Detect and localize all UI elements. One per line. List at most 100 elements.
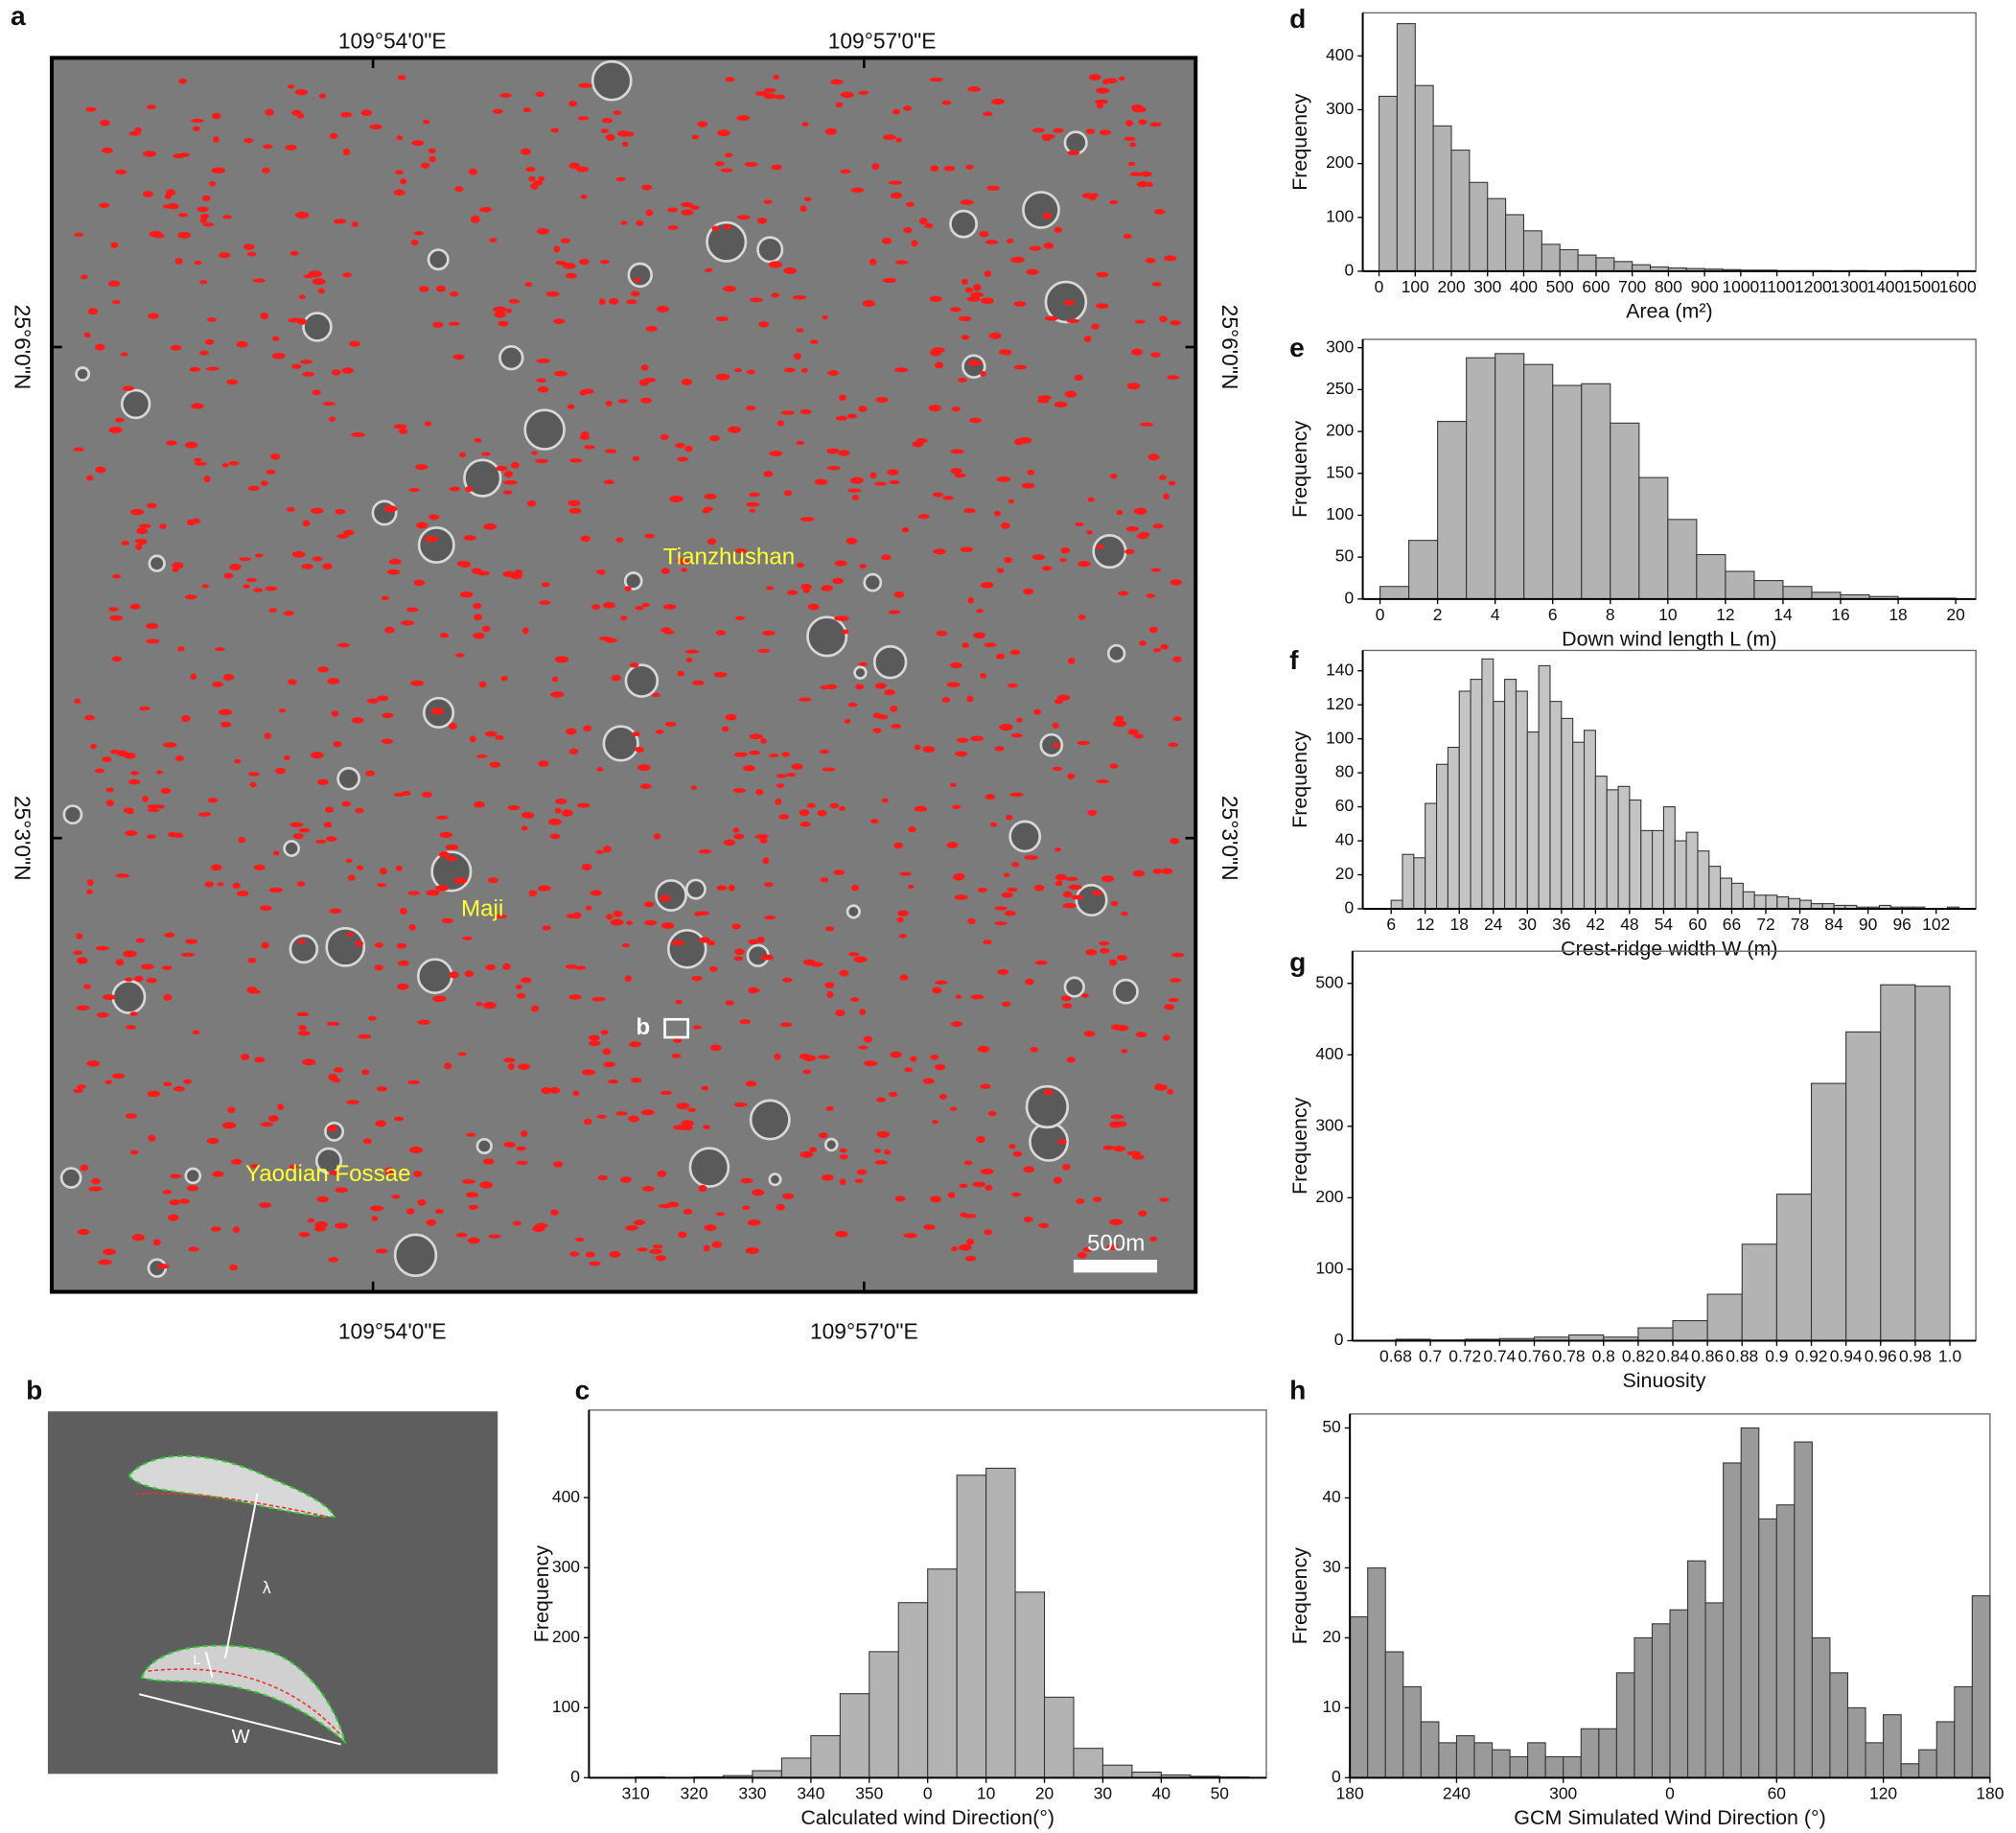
ridge-marker (1116, 509, 1124, 516)
ridge-marker (899, 974, 909, 981)
ridge-marker (1041, 133, 1055, 140)
ridge-marker (929, 78, 943, 82)
ridge-marker (383, 505, 398, 513)
ridge-marker (275, 767, 287, 775)
bar (1632, 264, 1652, 272)
ridge-marker (512, 1220, 522, 1226)
ridge-marker (474, 614, 483, 621)
ridge-marker (550, 128, 560, 133)
ridge-marker (547, 818, 562, 825)
ridge-marker (521, 1130, 528, 1137)
ridge-marker (1172, 656, 1182, 662)
ridge-marker (1132, 870, 1146, 877)
ridge-marker (850, 997, 860, 1003)
ridge-marker (1158, 475, 1167, 480)
ridge-marker (980, 1083, 991, 1089)
x-tick-label: 0.96 (1865, 1347, 1897, 1366)
ridge-marker (768, 261, 782, 268)
x-tick-label: 6 (1548, 605, 1558, 624)
ridge-marker (775, 798, 782, 805)
ridge-marker (728, 426, 742, 433)
ridge-marker (1076, 1198, 1085, 1204)
ridge-marker (441, 917, 453, 923)
ridge-marker (580, 194, 588, 199)
ridge-marker (172, 562, 184, 569)
ridge-marker (846, 413, 858, 419)
ridge-marker (213, 136, 220, 143)
ridge-marker (218, 708, 233, 716)
y-tick-label: 200 (1315, 1187, 1343, 1206)
ridge-marker (438, 851, 451, 858)
y-tick-label: 200 (1326, 421, 1354, 440)
ridge-marker (1026, 268, 1039, 275)
ridge-marker (748, 986, 758, 994)
ridge-marker (566, 913, 580, 918)
ridge-marker (505, 308, 513, 313)
ridge-marker (640, 1109, 655, 1116)
ridge-marker (247, 958, 257, 963)
y-tick-label: 140 (1326, 660, 1354, 679)
bar (1487, 197, 1507, 272)
ridge-marker (114, 417, 125, 423)
ridge-marker (1074, 374, 1084, 382)
x-tick-label: 72 (1756, 915, 1774, 934)
ridge-marker (1038, 1222, 1050, 1229)
ridge-marker (1078, 614, 1086, 620)
ridge-marker (398, 429, 408, 434)
ridge-marker (724, 152, 733, 158)
bar (1402, 853, 1415, 910)
ridge-marker (1054, 880, 1063, 887)
ridge-marker (611, 674, 621, 682)
ridge-marker (814, 478, 828, 485)
ridge-marker (331, 369, 341, 376)
ridge-marker (1118, 76, 1125, 81)
ridge-marker (412, 1171, 423, 1177)
ridge-marker (143, 151, 157, 157)
ridge-marker (589, 1040, 601, 1047)
ridge-marker (1136, 180, 1149, 188)
x-tick-label: 0.7 (1419, 1347, 1442, 1366)
ridge-marker (170, 344, 182, 351)
ridge-marker (310, 507, 324, 514)
ridge-marker (336, 534, 349, 539)
ridge-marker (462, 936, 473, 940)
ridge-marker (988, 332, 1002, 339)
ridge-marker (131, 1234, 145, 1241)
ridge-marker (960, 199, 974, 205)
ridge-marker (163, 742, 177, 748)
ridge-marker (600, 128, 610, 133)
bar (1634, 1636, 1654, 1778)
ridge-marker (581, 863, 592, 870)
ridge-marker (822, 767, 836, 772)
ridge-marker (146, 834, 156, 839)
ridge-marker (167, 203, 179, 210)
crater (475, 1137, 493, 1155)
bar (1775, 1194, 1813, 1342)
x-tick-label: 40 (1152, 1783, 1171, 1802)
crater (184, 1167, 202, 1185)
y-axis-label: Frequency (1288, 420, 1311, 518)
ridge-marker (1131, 348, 1144, 356)
ridge-marker (986, 185, 1000, 191)
ridge-marker (269, 452, 281, 460)
ridge-marker (533, 179, 543, 186)
map-image (51, 58, 1196, 1292)
ridge-marker (102, 756, 112, 763)
ridge-marker (577, 116, 590, 121)
x-tick-label: 0.76 (1518, 1347, 1551, 1366)
ridge-marker (568, 748, 579, 755)
ridge-marker (355, 807, 364, 814)
ridge-marker (824, 926, 835, 932)
ridge-marker (970, 291, 985, 298)
ridge-marker (1110, 1114, 1124, 1120)
crater (393, 1233, 438, 1278)
x-tick-label: 0.9 (1765, 1347, 1788, 1366)
ridge-marker (875, 1097, 887, 1102)
ridge-marker (759, 837, 768, 844)
bar (1458, 690, 1471, 910)
ridge-marker (316, 778, 329, 785)
ridge-marker (783, 367, 796, 373)
ridge-marker (762, 857, 770, 865)
ridge-marker (862, 300, 875, 308)
ridge-marker (503, 1057, 516, 1063)
